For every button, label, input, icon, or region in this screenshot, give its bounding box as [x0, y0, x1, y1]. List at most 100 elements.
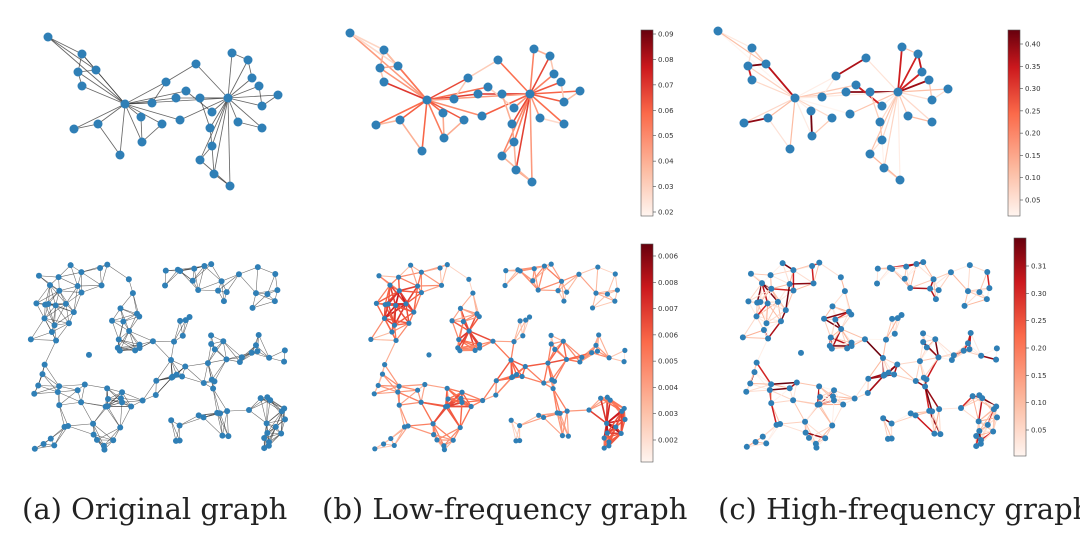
graph-node — [831, 387, 838, 394]
graph-node — [877, 135, 887, 145]
graph-edge — [969, 264, 988, 273]
graph-edge — [777, 301, 782, 322]
graph-node — [805, 434, 812, 441]
graph-edge — [251, 352, 270, 359]
graph-node — [249, 304, 256, 311]
graph-edge — [54, 311, 74, 326]
graph-edge — [840, 311, 850, 330]
graph-node — [545, 360, 551, 366]
graph-edge — [905, 266, 911, 289]
graph-edge — [748, 288, 772, 302]
graph-node — [753, 313, 760, 320]
graph-node — [739, 118, 749, 128]
graph-node — [879, 163, 889, 173]
graph-node — [466, 276, 472, 282]
graph-edge — [42, 373, 59, 393]
graph-node — [821, 315, 828, 322]
graph-edge — [255, 345, 270, 358]
graph-edge — [421, 264, 448, 273]
graph-node — [548, 261, 554, 267]
graph-node — [743, 61, 753, 71]
graph-edge — [54, 305, 56, 326]
graph-node — [396, 288, 402, 294]
graph-node — [458, 395, 464, 401]
graph-edge — [938, 409, 941, 435]
graph-node — [161, 77, 171, 87]
graph-node — [162, 282, 169, 289]
graph-node — [56, 402, 63, 409]
graph-edge — [185, 366, 204, 384]
graph-edge — [547, 343, 552, 364]
graph-edge — [50, 426, 65, 439]
graph-node — [128, 403, 135, 410]
graph-edge — [511, 93, 531, 125]
graph-node — [179, 373, 186, 380]
graph-edge — [447, 264, 470, 280]
graph-node — [431, 432, 437, 438]
graph-node — [391, 322, 398, 328]
graph-node — [806, 106, 816, 116]
graph-edge — [457, 330, 470, 349]
graph-edge — [717, 30, 753, 49]
graph-edge — [445, 406, 461, 428]
graph-node — [509, 103, 519, 113]
graph-edge — [832, 290, 846, 307]
graph-edge — [831, 400, 835, 426]
graph-edge — [829, 328, 842, 347]
graph-edge — [805, 431, 826, 439]
graph-edge — [95, 69, 126, 105]
graph-edge — [432, 423, 445, 447]
graph-node — [760, 326, 767, 333]
graph-edge — [211, 359, 227, 380]
graph-edge — [840, 328, 866, 340]
graph-node — [912, 378, 919, 385]
graph-edge — [399, 290, 422, 294]
graph-edge — [793, 399, 818, 406]
graph-edge — [101, 264, 108, 286]
graph-edge — [227, 59, 249, 99]
graph-edge — [433, 434, 454, 441]
graph-edge — [73, 292, 82, 313]
graph-node — [880, 415, 887, 422]
graph-edge — [515, 93, 531, 171]
graph-edge — [829, 319, 836, 346]
colorbar-tick-label: 0.004 — [658, 384, 679, 392]
graph-edge — [30, 318, 45, 340]
graph-node — [136, 345, 143, 352]
graph-edge — [608, 349, 626, 359]
graph-node — [927, 95, 937, 105]
graph-node — [393, 61, 403, 71]
graph-edge — [399, 119, 423, 152]
graph-node — [31, 390, 38, 397]
low-frequency-graph-random — [368, 261, 628, 453]
graph-node — [497, 89, 507, 99]
graph-node — [139, 397, 146, 404]
graph-node — [257, 395, 264, 402]
graph-edge — [780, 421, 806, 425]
graph-edge — [756, 315, 782, 322]
graph-node — [541, 263, 548, 269]
graph-node — [601, 445, 607, 451]
graph-edge — [227, 97, 263, 129]
graph-node — [238, 354, 245, 361]
graph-node — [555, 288, 561, 294]
graph-node — [247, 73, 257, 83]
graph-node — [233, 117, 243, 127]
graph-edge — [446, 387, 462, 399]
graph-edge — [934, 338, 953, 361]
graph-edge — [742, 336, 769, 339]
graph-node — [90, 431, 97, 438]
graph-node — [557, 410, 563, 416]
graph-edge — [754, 371, 771, 391]
graph-node — [52, 302, 59, 309]
graph-node — [102, 403, 109, 410]
graph-edge — [378, 384, 400, 387]
graph-node — [137, 137, 147, 147]
graph-edge — [823, 318, 832, 338]
graph-node — [426, 352, 432, 358]
graph-edge — [904, 263, 917, 280]
graph-edge — [59, 290, 82, 293]
graph-edge — [227, 85, 260, 99]
graph-node — [595, 264, 601, 270]
graph-node — [53, 337, 60, 344]
